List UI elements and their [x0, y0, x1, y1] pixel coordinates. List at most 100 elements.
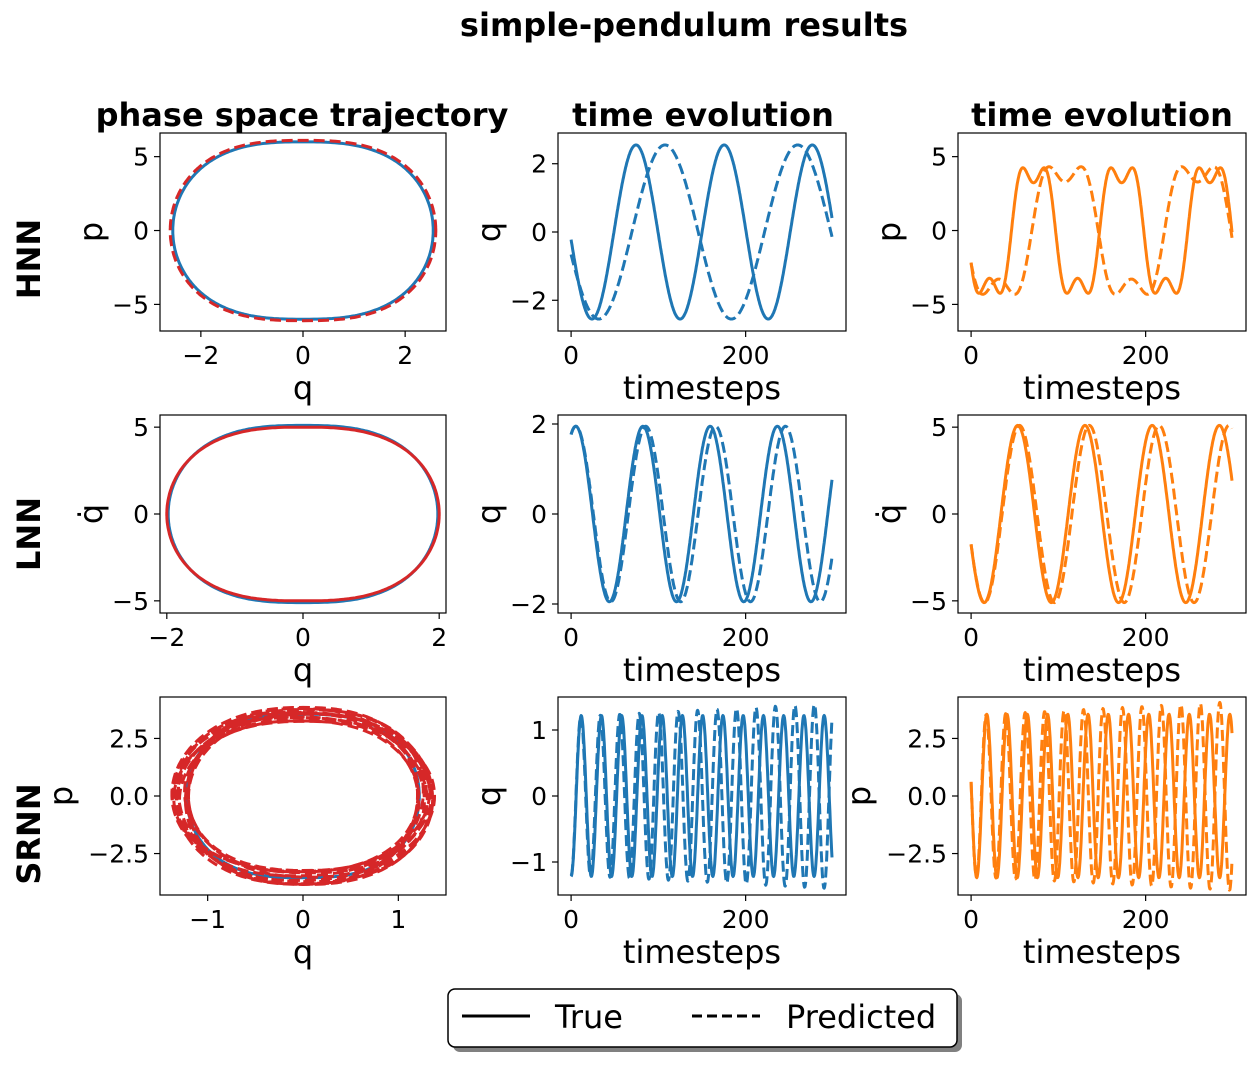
- y-tick-label: 5: [931, 143, 947, 172]
- series-group: [569, 424, 834, 604]
- series-group: [969, 165, 1234, 296]
- series-predicted-line: [969, 165, 1234, 296]
- series-true-line: [969, 712, 1234, 880]
- row-label-lnn: LNN: [10, 497, 48, 571]
- subplot-srnn-q: 0 200 −1 0 1 timesteps q: [470, 696, 847, 971]
- series-true-line: [569, 424, 834, 604]
- y-tick-label: 0.0: [907, 782, 947, 811]
- y-tick-label: −2.5: [88, 840, 149, 869]
- series-true-line: [171, 140, 435, 321]
- subplot-hnn-q: 0 200 −2 0 2 timesteps q: [470, 132, 847, 407]
- x-tick-label: 200: [1122, 905, 1170, 934]
- y-tick-label: 5: [133, 143, 149, 172]
- y-tick-label: −5: [112, 587, 149, 616]
- x-tick-label: 0: [563, 905, 579, 934]
- y-axis-label: p: [72, 222, 110, 242]
- y-tick-label: 0: [531, 500, 547, 529]
- column-title-2: time evolution: [572, 96, 834, 134]
- y-axis-label: q̇: [870, 504, 908, 524]
- legend: True Predicted: [447, 988, 962, 1052]
- series-group: [569, 703, 834, 890]
- figure-title: simple-pendulum results: [460, 6, 908, 44]
- series-predicted-line: [170, 705, 436, 886]
- x-tick-label: 2: [397, 341, 413, 370]
- x-tick-label: 200: [722, 623, 770, 652]
- x-tick-label: 0: [963, 623, 979, 652]
- series-predicted-line: [569, 703, 834, 890]
- subplot-lnn-q: 0 200 −2 0 2 timesteps q: [470, 410, 847, 689]
- y-tick-label: 0.0: [109, 782, 149, 811]
- series-group: [168, 138, 438, 323]
- series-true-line: [166, 423, 440, 605]
- column-title-3: time evolution: [971, 96, 1233, 134]
- x-tick-label: 0: [295, 341, 311, 370]
- legend-predicted-label: Predicted: [786, 998, 936, 1036]
- y-tick-label: −1: [510, 848, 547, 877]
- series-group: [569, 143, 834, 321]
- x-tick-label: 0: [563, 623, 579, 652]
- y-tick-label: −5: [112, 290, 149, 319]
- x-tick-label: 200: [1122, 341, 1170, 370]
- series-group: [170, 705, 436, 886]
- subplot-srnn-p: 0 200 −2.5 0.0 2.5 timesteps p: [840, 696, 1247, 971]
- y-axis-label: q: [470, 222, 508, 242]
- x-axis-label: timesteps: [1023, 369, 1181, 407]
- series-predicted-line: [969, 700, 1234, 892]
- x-axis-label: timesteps: [623, 933, 781, 971]
- series-true-line: [969, 166, 1234, 295]
- y-axis-label: q̇: [72, 504, 110, 524]
- x-tick-label: 1: [390, 905, 406, 934]
- series-true-line: [969, 423, 1234, 605]
- plot-frame: [159, 414, 447, 614]
- y-axis-label: p: [870, 222, 908, 242]
- x-tick-label: 2: [431, 623, 447, 652]
- series-predicted-line: [969, 423, 1234, 605]
- y-tick-label: 2.5: [907, 724, 947, 753]
- y-tick-label: 5: [931, 413, 947, 442]
- subplot-hnn-p: 0 200 −5 0 5 timesteps p: [870, 132, 1247, 407]
- y-tick-label: −5: [910, 290, 947, 319]
- subplot-hnn-phase: −2 0 2 −5 0 5 q p: [72, 132, 447, 407]
- plot-frame: [159, 132, 447, 332]
- plot-frame: [159, 696, 447, 896]
- column-title-1: phase space trajectory: [96, 96, 509, 134]
- x-axis-label: timesteps: [1023, 933, 1181, 971]
- series-predicted-line: [569, 424, 834, 604]
- subplot-srnn-phase: −1 0 1 −2.5 0.0 2.5 q p: [42, 696, 447, 971]
- series-true-line: [569, 714, 834, 878]
- x-tick-label: 0: [295, 623, 311, 652]
- plot-frame: [957, 132, 1247, 332]
- y-tick-label: 2: [531, 410, 547, 439]
- y-tick-label: 0: [931, 500, 947, 529]
- x-tick-label: −1: [189, 905, 226, 934]
- series-group: [969, 700, 1234, 892]
- series-predicted-line: [168, 138, 438, 323]
- y-tick-label: 2: [531, 150, 547, 179]
- x-axis-label: q: [293, 369, 313, 407]
- y-tick-label: −5: [910, 587, 947, 616]
- row-label-hnn: HNN: [10, 219, 48, 299]
- y-tick-label: 0: [531, 782, 547, 811]
- y-tick-label: 0: [931, 217, 947, 246]
- x-tick-label: 200: [722, 905, 770, 934]
- subplot-lnn-phase: −2 0 2 −5 0 5 q q̇: [72, 413, 447, 689]
- y-axis-label: p: [42, 786, 80, 806]
- legend-true-label: True: [554, 998, 623, 1036]
- legend-box: [447, 988, 958, 1048]
- y-tick-label: 5: [133, 413, 149, 442]
- x-tick-label: 0: [563, 341, 579, 370]
- x-axis-label: timesteps: [1023, 651, 1181, 689]
- series-predicted-line: [569, 143, 834, 321]
- x-tick-label: 0: [963, 905, 979, 934]
- y-tick-label: −2: [510, 286, 547, 315]
- series-predicted-line: [165, 425, 441, 603]
- subplot-lnn-p: 0 200 −5 0 5 timesteps q̇: [870, 413, 1247, 689]
- series-group: [165, 423, 441, 605]
- x-tick-label: 200: [722, 341, 770, 370]
- y-tick-label: 2.5: [109, 724, 149, 753]
- y-axis-label: q: [470, 786, 508, 806]
- y-axis-label: q: [470, 504, 508, 524]
- y-tick-label: 0: [531, 218, 547, 247]
